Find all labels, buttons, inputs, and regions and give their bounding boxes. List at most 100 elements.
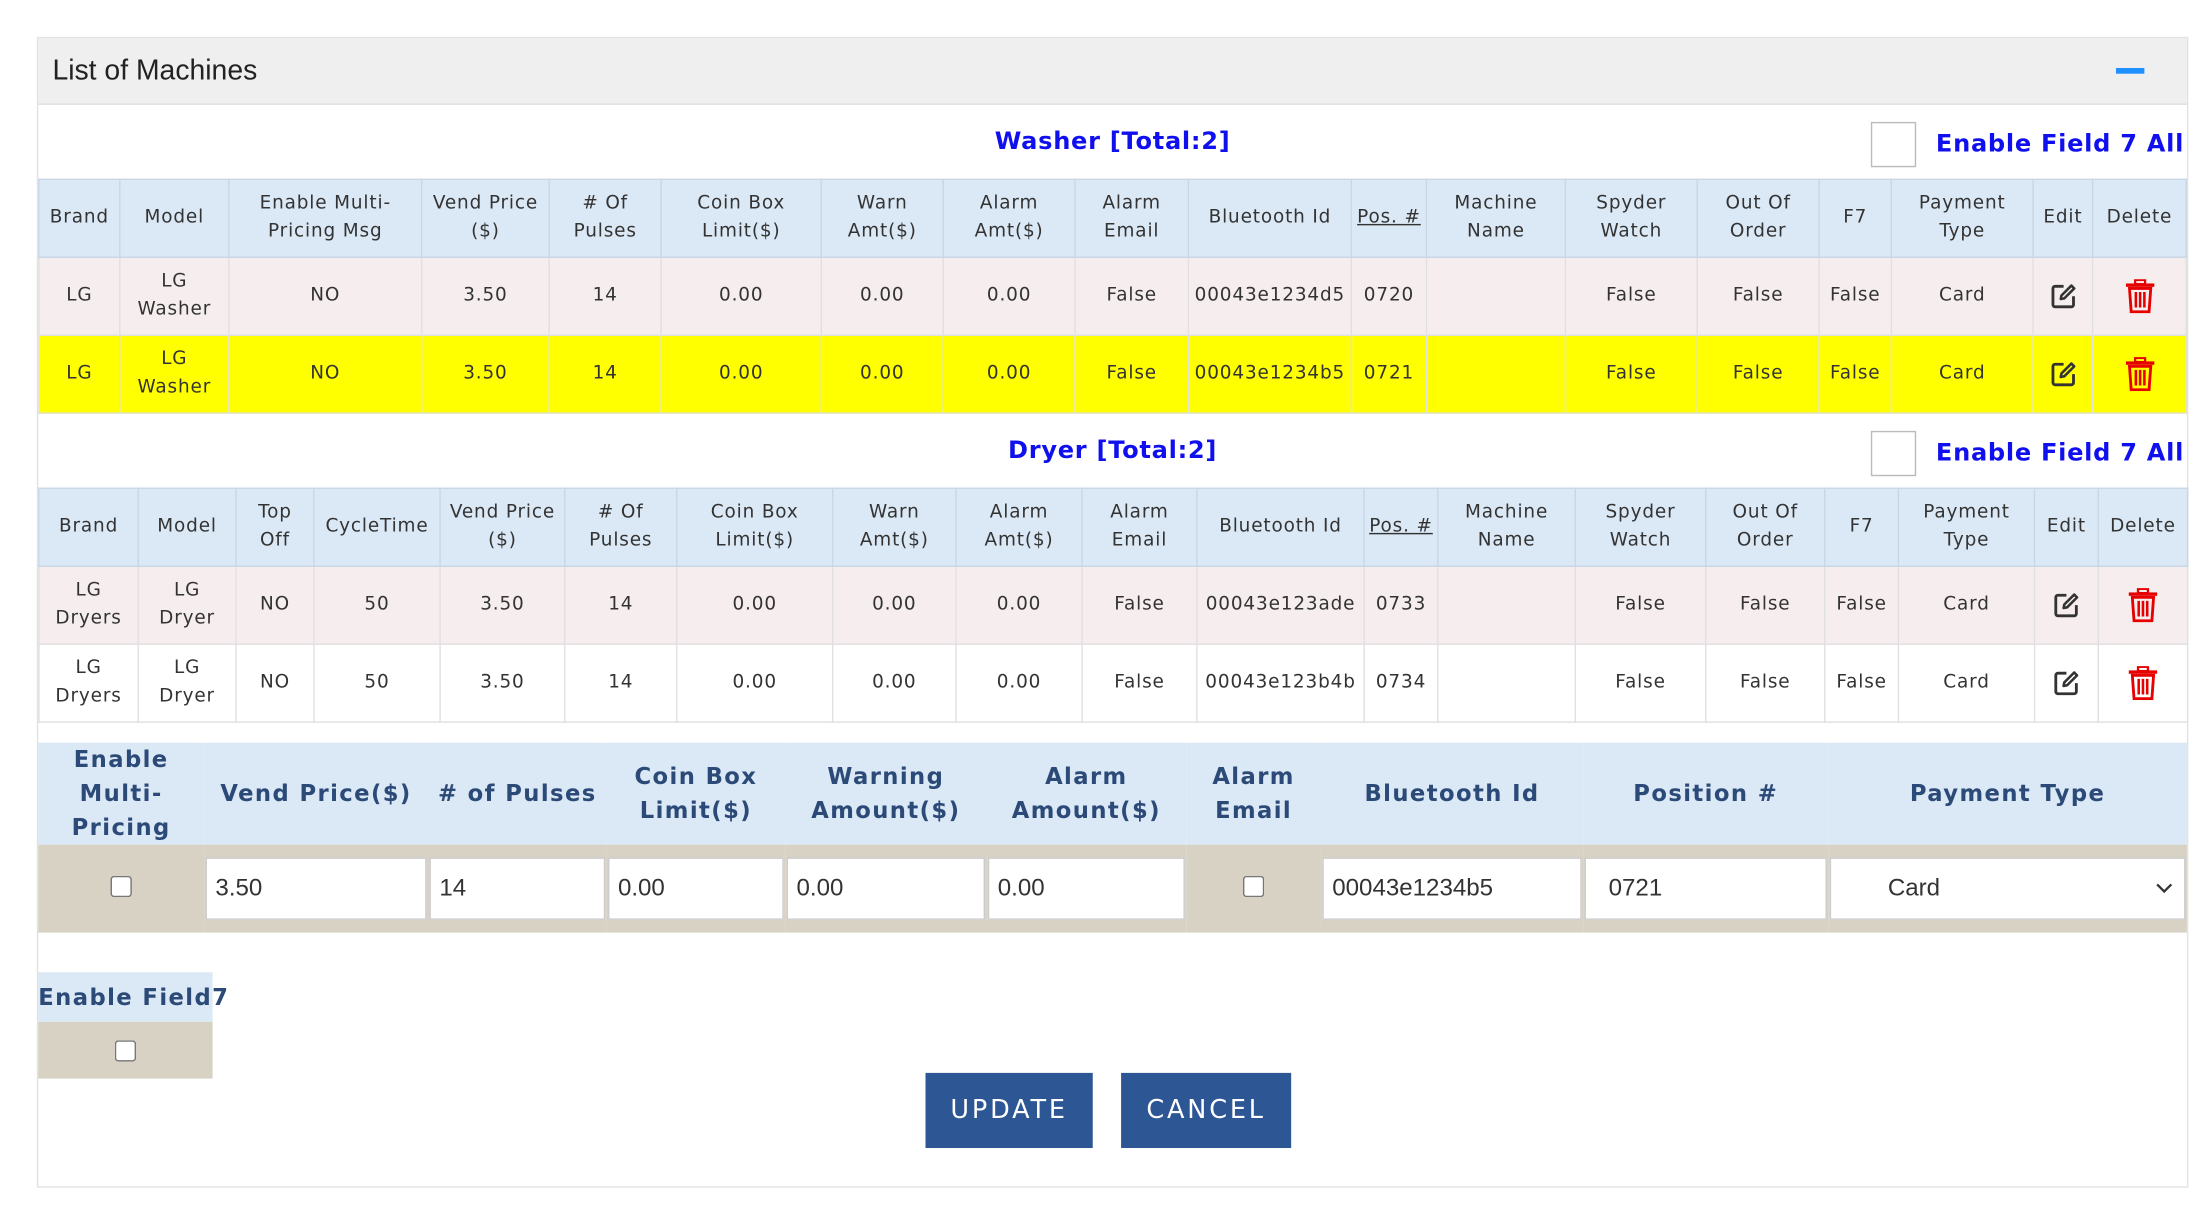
- dryer-col-alarm-email: Alarm Email: [1081, 487, 1198, 567]
- dryer-enable-all-checkbox[interactable]: [1870, 430, 1917, 477]
- dryer-title: Dryer [Total:2]: [1008, 436, 1218, 465]
- dryer-row[interactable]: LG Dryers LG Dryer NO 50 3.50 14 0.00 0.00 0.00 F…: [38, 643, 2189, 723]
- dryer-col-label: Warn Amt($): [859, 501, 929, 552]
- edit-icon[interactable]: [2052, 591, 2080, 619]
- trash-icon[interactable]: [2127, 587, 2158, 623]
- trash-icon[interactable]: [2127, 665, 2158, 701]
- dryer-cell-machine-name: [1437, 643, 1577, 723]
- washer-cell-model: LG Washer: [119, 334, 230, 414]
- washer-cell-brand: LG: [38, 334, 121, 414]
- panel-header: List of Machines: [38, 38, 2187, 105]
- washer-row[interactable]: LG LG Washer NO 3.50 14 0.00 0.00 0.00 False 0004…: [38, 256, 2187, 336]
- minus-icon[interactable]: [2116, 68, 2145, 74]
- multi-pricing-checkbox[interactable]: [110, 875, 132, 897]
- washer-cell-payment-type: Card: [1890, 334, 2034, 414]
- dryer-cell-bluetooth-id: 00043e123b4b: [1196, 643, 1365, 723]
- edit-icon[interactable]: [2049, 360, 2077, 388]
- washer-cell-vend-price: 3.50: [420, 334, 550, 414]
- washer-title: Washer [Total:2]: [994, 127, 1231, 156]
- washer-col-coin-box-limit: Coin Box Limit($): [660, 178, 823, 258]
- update-button[interactable]: UPDATE: [925, 1072, 1093, 1149]
- washer-col-payment-type: Payment Type: [1890, 178, 2034, 258]
- washer-col-edit: Edit: [2032, 178, 2094, 258]
- dryer-col-top-off: Top Off: [235, 487, 315, 567]
- dryer-cell-alarm-amt: 0.00: [955, 565, 1083, 645]
- label-alarm-email: Alarm Email: [1186, 742, 1321, 845]
- washer-cell-edit: [2032, 334, 2094, 414]
- washer-col-label: Bluetooth Id: [1208, 206, 1332, 229]
- dryer-col-pos: Pos. #: [1363, 487, 1439, 567]
- dryer-cell-payment-type: Card: [1897, 643, 2036, 723]
- dryer-enable-all-label: Enable Field 7 All: [1935, 439, 2185, 468]
- dryer-col-brand: Brand: [38, 487, 139, 567]
- washer-cell-machine-name: [1425, 256, 1567, 336]
- washer-col-delete: Delete: [2091, 178, 2187, 258]
- washer-enable-all-label: Enable Field 7 All: [1935, 130, 2185, 159]
- coin-box-input[interactable]: [608, 857, 784, 920]
- dryer-col-edit: Edit: [2033, 487, 2100, 567]
- vend-price-input[interactable]: [205, 857, 427, 920]
- trash-icon[interactable]: [2124, 356, 2155, 392]
- washer-col-out-of-order: Out Of Order: [1696, 178, 1820, 258]
- dryer-col-label: Delete: [2110, 515, 2176, 538]
- dryer-cell-pos: 0733: [1363, 565, 1439, 645]
- washer-cell-f7: False: [1818, 334, 1893, 414]
- dryer-col-label: Alarm Amt($): [984, 501, 1054, 552]
- washer-cell-payment-type: Card: [1890, 256, 2034, 336]
- washer-cell-of-pulses: 14: [548, 256, 662, 336]
- dryer-cell-spyder-watch: False: [1574, 643, 1707, 723]
- washer-cell-alarm-email: False: [1074, 256, 1190, 336]
- dryer-cell-vend-price: 3.50: [439, 565, 566, 645]
- washer-col-label: Warn Amt($): [847, 192, 917, 243]
- washer-cell-enable-multi-pricing-msg: NO: [228, 256, 423, 336]
- edit-icon[interactable]: [2049, 282, 2077, 310]
- washer-enable-all: Enable Field 7 All: [1870, 121, 2185, 168]
- edit-icon[interactable]: [2052, 669, 2080, 697]
- washer-cell-brand: LG: [38, 256, 121, 336]
- alarm-email-checkbox[interactable]: [1242, 875, 1265, 897]
- washer-col-bluetooth-id: Bluetooth Id: [1187, 178, 1353, 258]
- position-input[interactable]: [1584, 857, 1827, 920]
- washer-col-label: Machine Name: [1454, 192, 1538, 243]
- cancel-button[interactable]: CANCEL: [1121, 1072, 1292, 1149]
- dryer-col-coin-box-limit: Coin Box Limit($): [676, 487, 834, 567]
- dryer-col-vend-price: Vend Price ($): [439, 487, 566, 567]
- bluetooth-id-input[interactable]: [1322, 857, 1582, 920]
- washer-enable-all-checkbox[interactable]: [1870, 121, 1917, 168]
- enable-field7-checkbox[interactable]: [114, 1039, 137, 1061]
- label-bluetooth-id: Bluetooth Id: [1320, 742, 1584, 845]
- washer-col-machine-name: Machine Name: [1425, 178, 1567, 258]
- washer-col-f7: F7: [1818, 178, 1893, 258]
- dryer-col-label: F7: [1849, 515, 1874, 538]
- alarm-amount-input[interactable]: [987, 857, 1185, 920]
- dryer-cell-alarm-email: False: [1081, 565, 1198, 645]
- washer-cell-delete: [2091, 334, 2187, 414]
- warning-amount-input[interactable]: [786, 857, 986, 920]
- dryer-cell-model: LG Dryer: [137, 565, 237, 645]
- trash-icon[interactable]: [2124, 278, 2155, 314]
- dryer-col-label: Model: [157, 515, 217, 538]
- washer-col-label: F7: [1843, 206, 1868, 229]
- dryer-cell-brand: LG Dryers: [38, 643, 139, 723]
- washer-row[interactable]: LG LG Washer NO 3.50 14 0.00 0.00 0.00 False 0004…: [38, 334, 2187, 414]
- dryer-col-label: Brand: [58, 515, 119, 538]
- dryer-cell-alarm-amt: 0.00: [955, 643, 1083, 723]
- washer-col-label: Alarm Amt($): [974, 192, 1044, 243]
- washer-cell-of-pulses: 14: [548, 334, 662, 414]
- dryer-row[interactable]: LG Dryers LG Dryer NO 50 3.50 14 0.00 0.00 0.00 F…: [38, 565, 2189, 645]
- washer-col-label: # Of Pulses: [573, 192, 637, 243]
- dryer-cell-out-of-order: False: [1705, 643, 1826, 723]
- washer-cell-f7: False: [1818, 256, 1893, 336]
- dryer-col-label: Pos. #: [1369, 515, 1433, 538]
- dryer-cell-warn-amt: 0.00: [831, 565, 957, 645]
- washer-cell-enable-multi-pricing-msg: NO: [228, 334, 423, 414]
- payment-type-select[interactable]: Card: [1829, 857, 2186, 920]
- dryer-col-delete: Delete: [2097, 487, 2189, 567]
- dryer-section-header: Dryer [Total:2] Enable Field 7 All: [38, 414, 2187, 488]
- dryer-cell-edit: [2033, 565, 2100, 645]
- label-warning-amount: Warning Amount($): [785, 742, 987, 845]
- pulses-input[interactable]: [429, 857, 606, 920]
- label-alarm-amount: Alarm Amount($): [986, 742, 1187, 845]
- washer-col-label: Delete: [2106, 206, 2173, 229]
- dryer-col-label: # Of Pulses: [589, 501, 653, 552]
